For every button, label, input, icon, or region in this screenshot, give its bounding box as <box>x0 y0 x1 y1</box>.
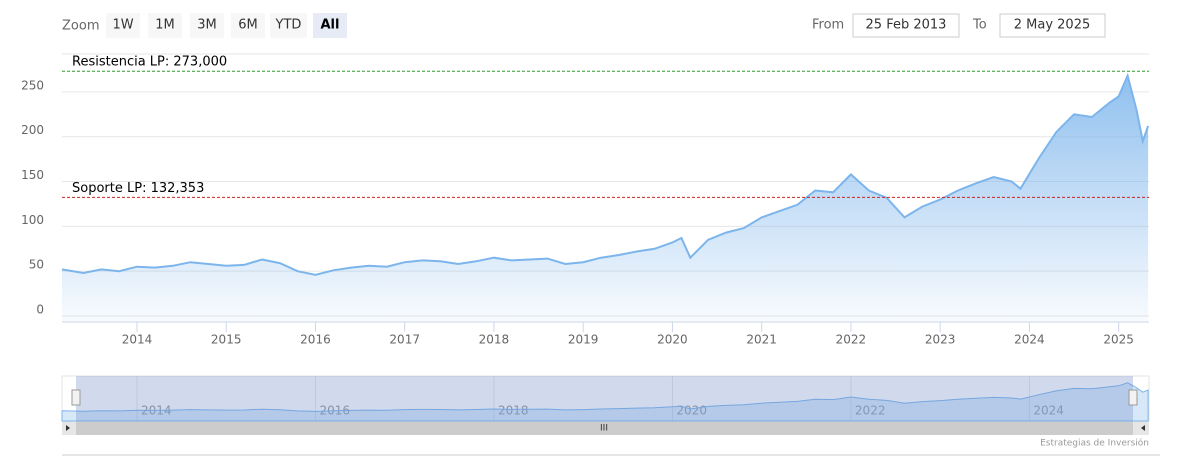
x-tick-label: 2016 <box>300 333 331 347</box>
zoom-button[interactable] <box>270 13 307 38</box>
y-tick-label: 150 <box>21 168 44 182</box>
zoom-button[interactable] <box>106 13 140 38</box>
navigator-area <box>61 382 1149 422</box>
credit: Estrategias de Inversión <box>1040 438 1149 449</box>
x-tick-label: 2021 <box>746 333 777 347</box>
zoom-button[interactable] <box>148 13 182 38</box>
zoom-button-label[interactable]: All <box>321 18 340 33</box>
plot-line-label: Soporte LP: 132,353 <box>72 181 204 196</box>
y-tick-label: 250 <box>21 78 44 92</box>
x-tick-label: 2020 <box>657 333 688 347</box>
navigator-label: 2022 <box>855 404 886 418</box>
x-tick-label: 2014 <box>122 333 153 347</box>
zoom-label: Zoom <box>62 19 99 34</box>
x-tick-label: 2018 <box>479 333 510 347</box>
plot-line-label: Resistencia LP: 273,000 <box>72 55 227 70</box>
zoom-button[interactable] <box>190 13 224 38</box>
navigator-handle[interactable] <box>1128 389 1138 406</box>
navigator-mask[interactable] <box>76 376 1133 421</box>
scrollbar-grip[interactable]: III <box>600 424 608 434</box>
from-label: From <box>812 18 844 33</box>
x-tick-label: 2022 <box>836 333 867 347</box>
y-tick-label: 100 <box>21 213 44 227</box>
x-tick-label: 2015 <box>211 333 242 347</box>
zoom-button-label[interactable]: 6M <box>238 18 258 33</box>
navigator-handle[interactable] <box>71 389 81 406</box>
x-tick-label: 2019 <box>568 333 599 347</box>
from-date[interactable]: 25 Feb 2013 <box>866 18 947 33</box>
zoom-button[interactable] <box>313 13 347 38</box>
scrollbar-thumb[interactable] <box>76 421 1133 435</box>
to-date[interactable]: 2 May 2025 <box>1014 18 1091 33</box>
from-input[interactable] <box>852 13 960 38</box>
x-tick-label: 2024 <box>1014 333 1045 347</box>
y-tick-label: 200 <box>21 123 44 137</box>
zoom-button-label[interactable]: 3M <box>197 18 217 33</box>
x-tick-label: 2025 <box>1103 333 1134 347</box>
x-tick-label: 2017 <box>389 333 420 347</box>
zoom-button-label[interactable]: 1M <box>155 18 175 33</box>
area-fill <box>62 75 1149 322</box>
to-label: To <box>972 18 987 33</box>
zoom-button[interactable] <box>231 13 265 38</box>
price-line <box>61 72 1150 276</box>
zoom-button-label[interactable]: 1W <box>112 18 133 33</box>
y-tick-label: 50 <box>29 258 44 272</box>
navigator-label: 2024 <box>1033 404 1064 418</box>
navigator-label: 2018 <box>498 404 529 418</box>
zoom-button-label[interactable]: YTD <box>275 18 302 33</box>
to-input[interactable] <box>999 13 1106 38</box>
y-tick-label: 0 <box>36 303 44 317</box>
x-tick-label: 2023 <box>925 333 956 347</box>
